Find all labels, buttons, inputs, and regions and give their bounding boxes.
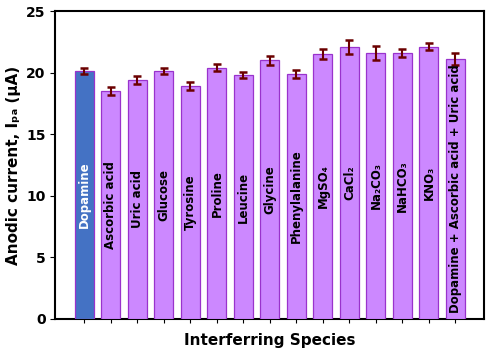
Text: Na₂CO₃: Na₂CO₃: [369, 162, 382, 209]
Bar: [207, 68, 226, 319]
Text: Glucose: Glucose: [157, 169, 171, 221]
Text: KNO₃: KNO₃: [422, 166, 436, 200]
Bar: [367, 53, 386, 319]
Text: Dopamine + Ascorbic acid + Uric acid: Dopamine + Ascorbic acid + Uric acid: [449, 64, 462, 313]
Bar: [128, 80, 147, 319]
Text: Leucine: Leucine: [237, 171, 250, 223]
Text: Tyrosine: Tyrosine: [184, 175, 197, 230]
Bar: [101, 91, 121, 319]
Text: Glycine: Glycine: [264, 165, 276, 214]
Bar: [181, 86, 200, 319]
Bar: [234, 75, 253, 319]
Text: Uric acid: Uric acid: [131, 170, 144, 228]
Text: NaHCO₃: NaHCO₃: [396, 160, 409, 212]
Bar: [393, 53, 412, 319]
Text: Proline: Proline: [210, 170, 223, 217]
Text: CaCl₂: CaCl₂: [343, 166, 356, 200]
X-axis label: Interferring Species: Interferring Species: [184, 333, 356, 348]
Text: Ascorbic acid: Ascorbic acid: [104, 161, 118, 249]
Bar: [419, 47, 439, 319]
Text: MgSO₄: MgSO₄: [317, 165, 329, 209]
Text: Dopamine: Dopamine: [78, 162, 91, 228]
Bar: [446, 59, 465, 319]
Bar: [313, 54, 332, 319]
Bar: [287, 74, 306, 319]
Bar: [260, 60, 279, 319]
Bar: [154, 72, 173, 319]
Text: Phenylalanine: Phenylalanine: [290, 149, 303, 243]
Y-axis label: Anodic current, Iₚₐ (μA): Anodic current, Iₚₐ (μA): [5, 65, 21, 264]
Bar: [340, 47, 359, 319]
Bar: [75, 72, 94, 319]
